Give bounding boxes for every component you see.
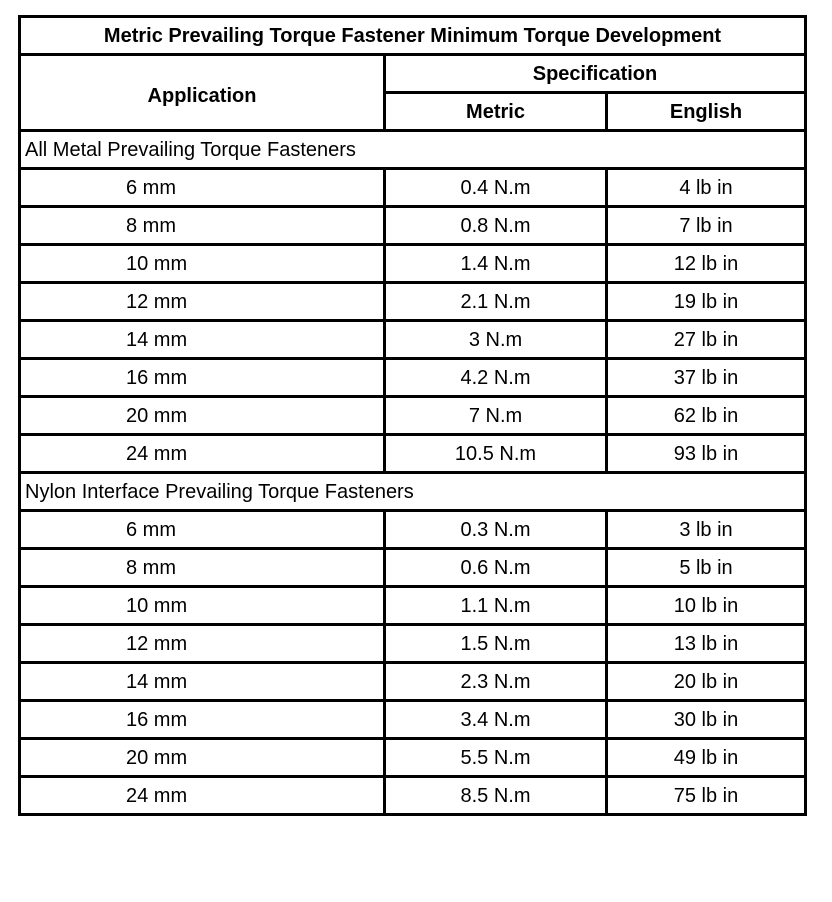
section-row: All Metal Prevailing Torque Fasteners [18, 129, 807, 170]
application-cell: 20 mm [18, 395, 386, 436]
table-row: 12 mm 1.5 N.m 13 lb in [18, 623, 807, 664]
english-cell: 10 lb in [605, 585, 807, 626]
table-row: 10 mm 1.1 N.m 10 lb in [18, 585, 807, 626]
english-cell: 30 lb in [605, 699, 807, 740]
subheader-row: Metric English [20, 91, 807, 132]
english-cell: 5 lb in [605, 547, 807, 588]
header-english: English [605, 91, 807, 132]
english-cell: 20 lb in [605, 661, 807, 702]
table-row: 24 mm 10.5 N.m 93 lb in [18, 433, 807, 474]
english-cell: 4 lb in [605, 167, 807, 208]
metric-cell: 7 N.m [383, 395, 608, 436]
application-cell: 14 mm [18, 319, 386, 360]
table-row: 6 mm 0.4 N.m 4 lb in [18, 167, 807, 208]
english-cell: 13 lb in [605, 623, 807, 664]
application-cell: 8 mm [18, 205, 386, 246]
table-title: Metric Prevailing Torque Fastener Minimu… [18, 15, 807, 56]
title-row: Metric Prevailing Torque Fastener Minimu… [18, 15, 807, 56]
english-cell: 62 lb in [605, 395, 807, 436]
metric-cell: 2.3 N.m [383, 661, 608, 702]
metric-cell: 1.5 N.m [383, 623, 608, 664]
application-cell: 6 mm [18, 509, 386, 550]
table-row: 20 mm 7 N.m 62 lb in [18, 395, 807, 436]
table-row: 8 mm 0.8 N.m 7 lb in [18, 205, 807, 246]
section-label: All Metal Prevailing Torque Fasteners [18, 129, 807, 170]
metric-cell: 0.6 N.m [383, 547, 608, 588]
application-cell: 20 mm [18, 737, 386, 778]
metric-cell: 0.8 N.m [383, 205, 608, 246]
application-cell: 6 mm [18, 167, 386, 208]
application-cell: 10 mm [18, 243, 386, 284]
application-cell: 16 mm [18, 699, 386, 740]
metric-cell: 5.5 N.m [383, 737, 608, 778]
english-cell: 75 lb in [605, 775, 807, 816]
application-cell: 24 mm [18, 775, 386, 816]
english-cell: 7 lb in [605, 205, 807, 246]
english-cell: 49 lb in [605, 737, 807, 778]
header-application: Application [18, 53, 386, 132]
table-row: 20 mm 5.5 N.m 49 lb in [18, 737, 807, 778]
section-label: Nylon Interface Prevailing Torque Fasten… [18, 471, 807, 512]
table-row: 8 mm 0.6 N.m 5 lb in [18, 547, 807, 588]
metric-cell: 4.2 N.m [383, 357, 608, 398]
application-cell: 12 mm [18, 281, 386, 322]
header-specification: Specification [383, 53, 807, 94]
metric-cell: 0.3 N.m [383, 509, 608, 550]
table-row: 14 mm 3 N.m 27 lb in [18, 319, 807, 360]
application-cell: 8 mm [18, 547, 386, 588]
metric-cell: 8.5 N.m [383, 775, 608, 816]
table-row: 12 mm 2.1 N.m 19 lb in [18, 281, 807, 322]
table-row: 14 mm 2.3 N.m 20 lb in [18, 661, 807, 702]
english-cell: 12 lb in [605, 243, 807, 284]
metric-cell: 1.4 N.m [383, 243, 608, 284]
english-cell: 3 lb in [605, 509, 807, 550]
application-cell: 24 mm [18, 433, 386, 474]
table-row: 24 mm 8.5 N.m 75 lb in [18, 775, 807, 816]
header-metric: Metric [383, 91, 608, 132]
table-row: 16 mm 4.2 N.m 37 lb in [18, 357, 807, 398]
english-cell: 37 lb in [605, 357, 807, 398]
header-row: Application Specification [18, 53, 807, 132]
metric-cell: 0.4 N.m [383, 167, 608, 208]
application-cell: 12 mm [18, 623, 386, 664]
metric-cell: 3 N.m [383, 319, 608, 360]
metric-cell: 2.1 N.m [383, 281, 608, 322]
application-cell: 16 mm [18, 357, 386, 398]
metric-cell: 10.5 N.m [383, 433, 608, 474]
section-row: Nylon Interface Prevailing Torque Fasten… [18, 471, 807, 512]
table-row: 6 mm 0.3 N.m 3 lb in [18, 509, 807, 550]
metric-cell: 1.1 N.m [383, 585, 608, 626]
metric-cell: 3.4 N.m [383, 699, 608, 740]
english-cell: 19 lb in [605, 281, 807, 322]
torque-table: Metric Prevailing Torque Fastener Minimu… [18, 15, 807, 816]
table-row: 16 mm 3.4 N.m 30 lb in [18, 699, 807, 740]
english-cell: 27 lb in [605, 319, 807, 360]
english-cell: 93 lb in [605, 433, 807, 474]
application-cell: 14 mm [18, 661, 386, 702]
application-cell: 10 mm [18, 585, 386, 626]
table-row: 10 mm 1.4 N.m 12 lb in [18, 243, 807, 284]
